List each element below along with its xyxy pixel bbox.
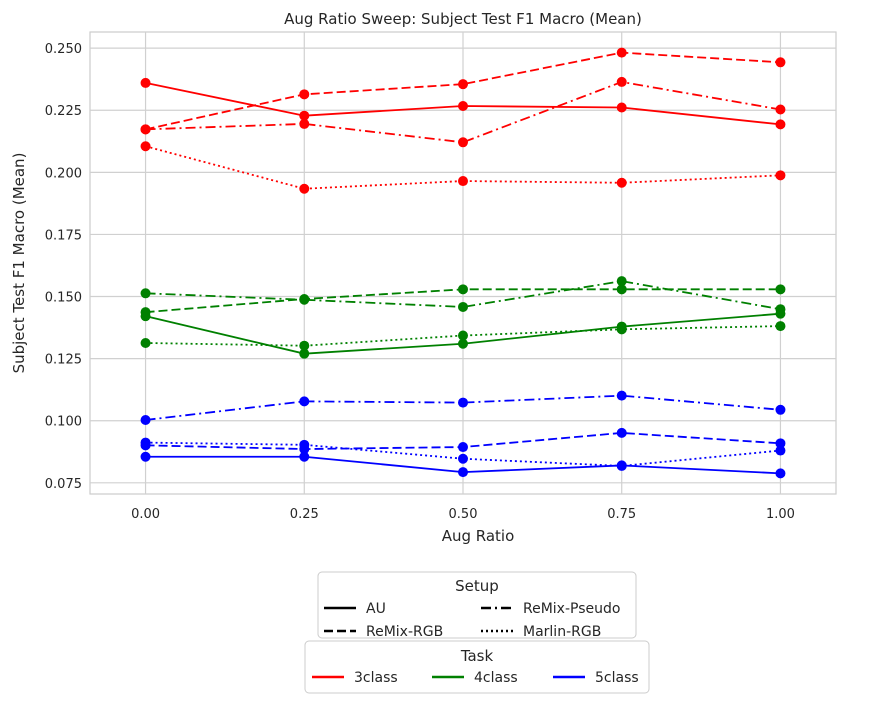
data-point-5class-marlin-rgb bbox=[458, 453, 468, 464]
data-point-3class-remix-rgb bbox=[616, 47, 627, 58]
data-point-5class-marlin-rgb bbox=[616, 460, 627, 471]
data-point-3class-remix-pseudo bbox=[299, 118, 310, 129]
y-tick-label: 0.100 bbox=[45, 415, 82, 430]
data-point-3class-remix-rgb bbox=[458, 79, 468, 90]
data-point-3class-au bbox=[299, 110, 310, 121]
y-tick-label: 0.150 bbox=[45, 291, 82, 306]
data-point-3class-marlin-rgb bbox=[140, 141, 151, 152]
data-point-4class-remix-rgb bbox=[775, 284, 786, 295]
y-tick-label: 0.175 bbox=[45, 228, 82, 243]
data-point-4class-au bbox=[458, 338, 468, 349]
legend-setup-entries: AU ReMix-Pseudo ReMix-RGB Marlin-RGB bbox=[324, 601, 620, 640]
data-point-4class-remix-pseudo bbox=[299, 294, 310, 305]
y-tick-label: 0.225 bbox=[45, 104, 82, 119]
legend-task: Task 3class 4class 5class bbox=[304, 640, 650, 694]
y-tick-label: 0.250 bbox=[45, 42, 82, 57]
data-point-4class-marlin-rgb bbox=[458, 330, 468, 341]
data-point-3class-marlin-rgb bbox=[458, 176, 468, 187]
legend-setup-label: ReMix-RGB bbox=[366, 624, 443, 640]
legend-setup-title: Setup bbox=[455, 577, 499, 595]
data-point-4class-marlin-rgb bbox=[775, 321, 786, 332]
y-tick-label: 0.200 bbox=[45, 166, 82, 181]
data-point-3class-marlin-rgb bbox=[299, 183, 310, 194]
x-tick-labels: 0.00 0.25 0.50 0.75 1.00 bbox=[131, 507, 795, 522]
data-point-3class-au bbox=[775, 119, 786, 130]
legend-setup-label: Marlin-RGB bbox=[523, 624, 601, 640]
data-point-4class-remix-pseudo bbox=[140, 288, 151, 299]
legend-task-label: 3class bbox=[354, 670, 398, 686]
data-point-5class-remix-rgb bbox=[616, 427, 627, 438]
data-point-4class-remix-rgb bbox=[458, 284, 468, 295]
legend-setup-label: ReMix-Pseudo bbox=[523, 601, 620, 617]
data-point-3class-au bbox=[458, 101, 468, 112]
legend-setup-label: AU bbox=[366, 601, 386, 617]
y-axis-label: Subject Test F1 Macro (Mean) bbox=[10, 153, 28, 374]
chart-title: Aug Ratio Sweep: Subject Test F1 Macro (… bbox=[284, 10, 642, 28]
data-point-5class-remix-rgb bbox=[458, 442, 468, 453]
data-point-4class-marlin-rgb bbox=[299, 340, 310, 351]
y-tick-labels: 0.075 0.100 0.125 0.150 0.175 0.200 0.225 0.250 bbox=[45, 42, 82, 492]
data-point-4class-remix-pseudo bbox=[458, 301, 468, 312]
data-point-3class-remix-rgb bbox=[299, 89, 310, 100]
data-point-3class-au bbox=[140, 77, 151, 88]
legend-setup-frame bbox=[317, 571, 637, 639]
data-point-5class-remix-pseudo bbox=[458, 397, 468, 408]
data-point-5class-remix-pseudo bbox=[616, 390, 627, 401]
x-tick-label: 0.25 bbox=[290, 507, 319, 522]
data-point-4class-au bbox=[299, 348, 310, 359]
data-point-5class-remix-pseudo bbox=[775, 404, 786, 415]
data-point-5class-au bbox=[458, 467, 468, 478]
x-tick-label: 0.00 bbox=[131, 507, 160, 522]
series-line-3class-remix-pseudo bbox=[145, 80, 781, 144]
legend-task-frame bbox=[304, 640, 650, 694]
legend-task-entries: 3class 4class 5class bbox=[312, 670, 639, 686]
data-point-3class-remix-pseudo bbox=[140, 124, 151, 135]
x-axis-label: Aug Ratio bbox=[442, 527, 515, 545]
data-point-5class-remix-pseudo bbox=[140, 414, 151, 425]
data-point-3class-marlin-rgb bbox=[775, 170, 786, 181]
x-tick-label: 0.50 bbox=[449, 507, 478, 522]
legend-setup: Setup AU ReMix-Pseudo ReMix-RGB Marlin-RGB bbox=[317, 571, 637, 640]
x-tick-label: 0.75 bbox=[607, 507, 636, 522]
data-point-5class-marlin-rgb bbox=[299, 439, 310, 450]
legend-task-label: 4class bbox=[474, 670, 518, 686]
series-points bbox=[140, 47, 786, 479]
y-tick-label: 0.125 bbox=[45, 353, 82, 368]
data-point-4class-remix-rgb bbox=[616, 284, 627, 295]
data-point-5class-marlin-rgb bbox=[140, 437, 151, 448]
data-point-4class-marlin-rgb bbox=[616, 324, 627, 335]
legend-task-label: 5class bbox=[595, 670, 639, 686]
data-point-3class-remix-rgb bbox=[775, 57, 786, 68]
data-point-3class-remix-pseudo bbox=[458, 137, 468, 148]
series-line-3class-remix-rgb bbox=[145, 51, 781, 131]
series-line-5class-marlin-rgb bbox=[145, 441, 781, 467]
data-point-3class-remix-pseudo bbox=[775, 104, 786, 115]
data-point-5class-au bbox=[140, 451, 151, 462]
series-line-5class-remix-pseudo bbox=[145, 394, 781, 421]
data-point-3class-remix-pseudo bbox=[616, 76, 627, 87]
x-tick-label: 1.00 bbox=[766, 507, 795, 522]
data-point-4class-remix-rgb bbox=[140, 307, 151, 318]
data-point-5class-marlin-rgb bbox=[775, 445, 786, 456]
data-point-3class-au bbox=[616, 102, 627, 113]
data-point-5class-remix-pseudo bbox=[299, 396, 310, 407]
data-point-4class-marlin-rgb bbox=[140, 337, 151, 348]
legend-task-title: Task bbox=[460, 647, 494, 665]
series-line-4class-marlin-rgb bbox=[145, 325, 781, 347]
data-point-5class-au bbox=[299, 451, 310, 462]
y-tick-label: 0.075 bbox=[45, 477, 82, 492]
data-point-4class-remix-pseudo bbox=[616, 276, 627, 287]
series-line-4class-remix-pseudo bbox=[145, 280, 781, 311]
data-point-5class-remix-rgb bbox=[775, 438, 786, 449]
data-point-5class-au bbox=[775, 468, 786, 479]
data-point-4class-remix-pseudo bbox=[775, 304, 786, 315]
data-point-3class-marlin-rgb bbox=[616, 177, 627, 188]
